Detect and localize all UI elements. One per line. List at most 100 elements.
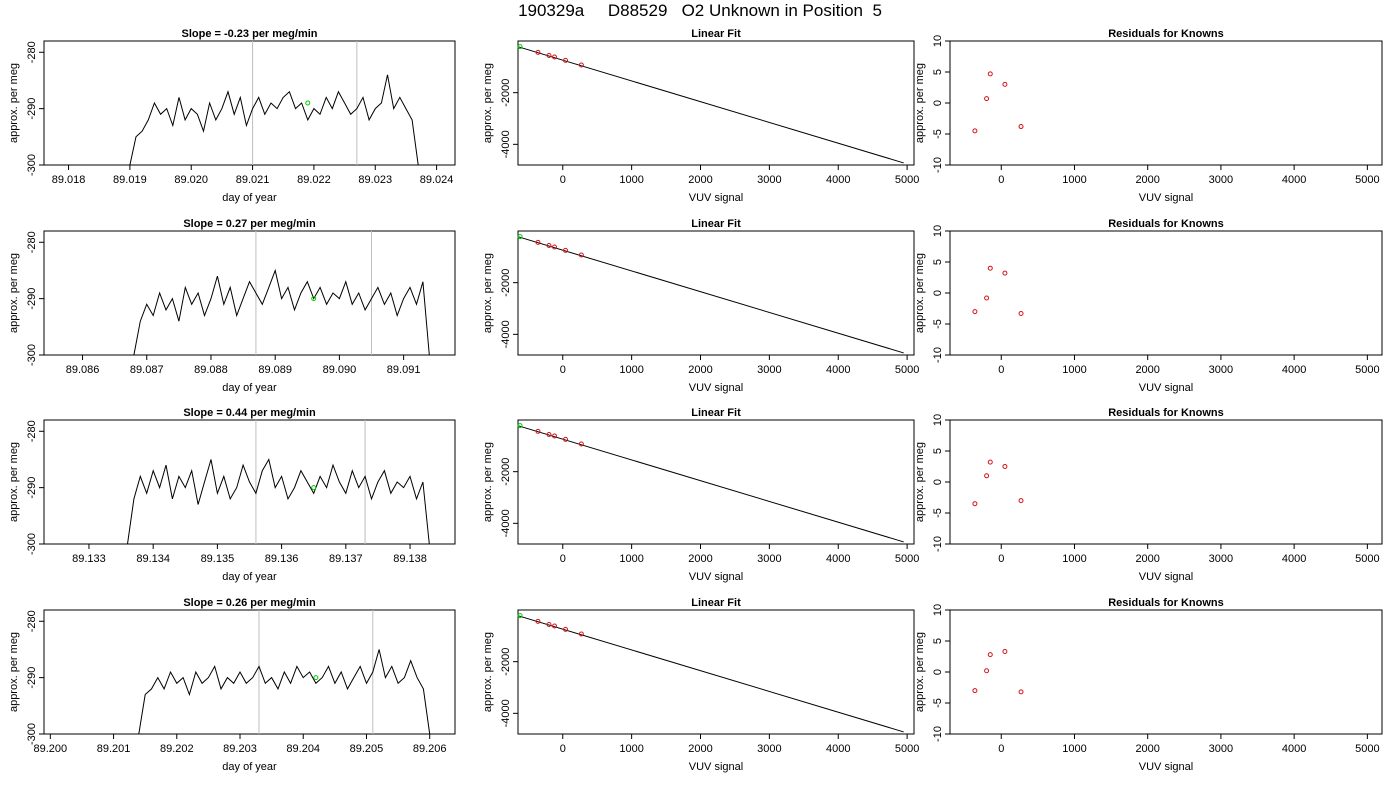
resid-1-residual-point (1002, 81, 1008, 87)
fit-1-unknown-point (517, 44, 523, 50)
fit-3-known-point (535, 428, 541, 434)
resid-1-residual-point (987, 71, 993, 77)
fit-3-xtick-label: 5000 (895, 553, 919, 565)
trace-3-xtick-label: 89.134 (136, 553, 170, 565)
fit-2-xtick-label: 0 (560, 364, 566, 376)
resid-3-ytick-label: -10 (932, 536, 944, 552)
fit-1-known-point (546, 52, 552, 58)
trace-2-xtick-label: 89.086 (66, 364, 100, 376)
trace-3-signal-line (127, 458, 430, 545)
resid-2-ytick-label: -10 (932, 347, 944, 363)
trace-2-ytick-label: -290 (26, 288, 38, 310)
trace-4-frame (43, 609, 456, 735)
trace-4-xtick-label: 89.204 (286, 743, 320, 755)
trace-4-xtick-label: 89.203 (223, 743, 257, 755)
trace-4-ytick-label: -280 (26, 610, 38, 632)
fit-1-xtick-label: 1000 (619, 174, 643, 186)
fit-2-known-point (546, 242, 552, 248)
resid-1-xtick-label: 0 (998, 174, 1004, 186)
resid-2-xtick-label: 3000 (1209, 364, 1233, 376)
trace-3-xtick-label: 89.138 (393, 553, 427, 565)
fit-1-known-point (563, 57, 569, 63)
fit-1-known-point (552, 54, 558, 60)
trace-3-ytick-label: -290 (26, 477, 38, 499)
resid-3-xtick-label: 5000 (1355, 553, 1379, 565)
trace-2-title: Slope = 0.27 per meg/min (183, 218, 316, 230)
fit-1-ylabel: approx. per meg (482, 63, 494, 143)
resid-4-title: Residuals for Knowns (1108, 597, 1224, 609)
trace-4-ytick-label: -290 (26, 667, 38, 689)
fit-2-xtick-label: 1000 (619, 364, 643, 376)
fit-3-xtick-label: 0 (560, 553, 566, 565)
resid-2-ytick-label: 5 (932, 259, 944, 265)
trace-1-xtick-label: 89.024 (420, 174, 454, 186)
trace-2-xtick-label: 89.087 (130, 364, 164, 376)
resid-1-ylabel: approx. per meg (914, 63, 926, 143)
fit-1-frame (517, 40, 915, 166)
trace-3-xtick-label: 89.135 (201, 553, 235, 565)
resid-2-residual-point (1002, 270, 1008, 276)
resid-1-xtick-label: 3000 (1209, 174, 1233, 186)
resid-3-ylabel: approx. per meg (914, 442, 926, 522)
fit-3-unknown-point (517, 423, 523, 429)
resid-1-xtick-label: 5000 (1355, 174, 1379, 186)
trace-1-ytick-label: -300 (26, 154, 38, 176)
fit-1-ytick-label: -4000 (500, 130, 512, 158)
fit-2-known-point (535, 239, 541, 245)
resid-4-xtick-label: 1000 (1062, 743, 1086, 755)
trace-3-ylabel: approx. per meg (8, 442, 20, 522)
trace-1-ytick-label: -280 (26, 41, 38, 63)
resid-1-residual-point (984, 96, 990, 102)
resid-4-residual-point (987, 652, 993, 658)
resid-1-ytick-label: 5 (932, 69, 944, 75)
fit-1-xtick-label: 4000 (826, 174, 850, 186)
fit-3-frame (517, 419, 915, 545)
resid-2-xtick-label: 0 (998, 364, 1004, 376)
fit-1-xtick-label: 3000 (757, 174, 781, 186)
fit-3-fit-line (517, 425, 904, 543)
fit-4-frame (517, 609, 915, 735)
trace-4-ytick-label: -300 (26, 723, 38, 745)
resid-4-ytick-label: 5 (932, 638, 944, 644)
fit-4-unknown-point (517, 613, 523, 619)
trace-3-xtick-label: 89.137 (329, 553, 363, 565)
resid-2-ytick-label: 0 (932, 290, 944, 296)
fit-2-xlabel: VUV signal (689, 382, 743, 394)
trace-3-xtick-label: 89.133 (72, 553, 106, 565)
trace-1-xtick-label: 89.023 (358, 174, 392, 186)
resid-4-frame (949, 609, 1383, 735)
trace-3-xlabel: day of year (222, 571, 277, 583)
resid-4-residual-point (972, 688, 978, 694)
fit-4-xtick-label: 5000 (895, 743, 919, 755)
trace-4-xlabel: day of year (222, 761, 277, 773)
fit-2-xtick-label: 5000 (895, 364, 919, 376)
fit-4-known-point (535, 618, 541, 624)
fit-4-ytick-label: -4000 (500, 699, 512, 727)
trace-3-ytick-label: -280 (26, 420, 38, 442)
fit-3-xtick-label: 2000 (688, 553, 712, 565)
trace-2-ylabel: approx. per meg (8, 253, 20, 333)
resid-4-xtick-label: 4000 (1282, 743, 1306, 755)
fit-2-title: Linear Fit (691, 218, 741, 230)
fit-4-known-point (552, 623, 558, 629)
fit-3-xtick-label: 4000 (826, 553, 850, 565)
resid-1-residual-point (1018, 124, 1024, 130)
resid-4-xtick-label: 2000 (1135, 743, 1159, 755)
fit-2-frame (517, 230, 915, 356)
resid-4-ylabel: approx. per meg (914, 632, 926, 712)
fit-4-xtick-label: 4000 (826, 743, 850, 755)
resid-1-ytick-label: -10 (932, 157, 944, 173)
resid-2-ylabel: approx. per meg (914, 253, 926, 333)
resid-1-ytick-label: 0 (932, 100, 944, 106)
resid-3-residual-point (984, 473, 990, 479)
resid-2-residual-point (987, 265, 993, 271)
fit-2-xtick-label: 3000 (757, 364, 781, 376)
resid-3-frame (949, 419, 1383, 545)
resid-3-xtick-label: 2000 (1135, 553, 1159, 565)
fit-3-ylabel: approx. per meg (482, 442, 494, 522)
fit-2-known-point (552, 244, 558, 250)
resid-4-ytick-label: 0 (932, 669, 944, 675)
trace-2-xtick-label: 89.090 (323, 364, 357, 376)
fit-4-xtick-label: 3000 (757, 743, 781, 755)
